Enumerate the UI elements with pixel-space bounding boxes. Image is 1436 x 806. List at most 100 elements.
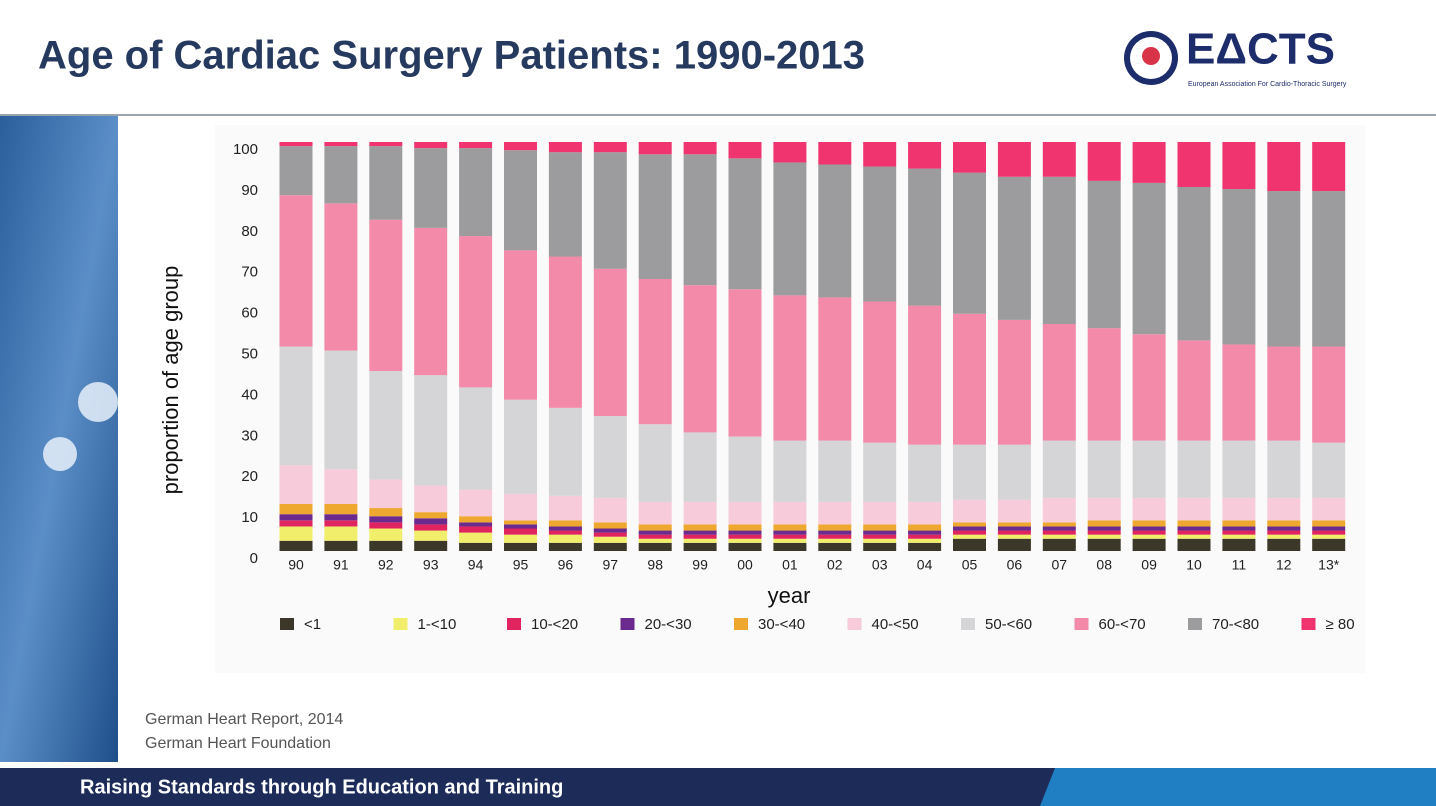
bar-segment bbox=[1177, 530, 1211, 535]
bar-segment bbox=[1222, 344, 1256, 441]
legend-swatch bbox=[620, 618, 635, 630]
bar-segment bbox=[1042, 534, 1076, 539]
bar-segment bbox=[638, 524, 672, 531]
source-line: German Heart Foundation bbox=[145, 735, 331, 752]
bar-segment bbox=[728, 289, 762, 437]
x-tick-label: 05 bbox=[962, 557, 978, 573]
bar-segment bbox=[863, 542, 897, 551]
bar-segment bbox=[818, 164, 852, 298]
bar-segment bbox=[953, 499, 986, 523]
y-tick-label: 60 bbox=[241, 305, 258, 322]
bar-segment bbox=[728, 142, 762, 159]
x-tick-label: 09 bbox=[1141, 557, 1157, 573]
bar-segment bbox=[728, 501, 762, 525]
legend-label: 1-<10 bbox=[418, 616, 457, 633]
bar-segment bbox=[908, 501, 942, 525]
bar-segment bbox=[279, 465, 313, 504]
x-tick-label: 08 bbox=[1096, 557, 1112, 573]
bubble bbox=[78, 382, 118, 422]
bar-segment bbox=[1312, 530, 1346, 535]
bar-segment bbox=[1177, 520, 1211, 527]
bar-segment bbox=[908, 524, 942, 531]
bar-segment bbox=[324, 526, 358, 541]
logo: EΔCTS European Association For Cardio-Th… bbox=[1124, 25, 1347, 88]
bar-segment bbox=[459, 236, 493, 388]
legend-swatch bbox=[1301, 618, 1316, 630]
bar-segment bbox=[369, 219, 403, 372]
bar-segment bbox=[728, 542, 762, 551]
bar-segment bbox=[1267, 520, 1301, 527]
bar-segment bbox=[773, 534, 807, 539]
bar-segment bbox=[953, 142, 986, 173]
bar-segment bbox=[414, 518, 448, 525]
bar-segment bbox=[818, 524, 852, 531]
bar-segment bbox=[414, 524, 448, 531]
legend-label: 70-<80 bbox=[1212, 616, 1259, 633]
bar-segment bbox=[1222, 440, 1256, 498]
bar-segment bbox=[279, 526, 313, 541]
bar-segment bbox=[1267, 538, 1301, 551]
bar-segment bbox=[818, 530, 852, 535]
bar-segment bbox=[997, 499, 1031, 523]
x-tick-label: 97 bbox=[603, 557, 619, 573]
bar-segment bbox=[324, 146, 358, 204]
bar-segment bbox=[818, 142, 852, 165]
bar-segment bbox=[1132, 497, 1166, 521]
bar-segment bbox=[953, 444, 986, 500]
bar-segment bbox=[1042, 176, 1076, 325]
bar-segment bbox=[1222, 497, 1256, 521]
x-tick-label: 98 bbox=[647, 557, 663, 573]
bar-segment bbox=[1087, 530, 1121, 535]
x-tick-label: 01 bbox=[782, 557, 798, 573]
bar-segment bbox=[773, 530, 807, 535]
bar-segment bbox=[504, 524, 537, 529]
bar-segment bbox=[863, 166, 897, 302]
x-tick-label: 00 bbox=[737, 557, 753, 573]
bar-segment bbox=[863, 301, 897, 443]
bar-segment bbox=[548, 256, 582, 408]
bar-segment bbox=[773, 542, 807, 551]
bar-segment bbox=[953, 538, 986, 551]
legend-swatch bbox=[734, 618, 748, 630]
bar-segment bbox=[683, 142, 717, 155]
bar-segment bbox=[638, 154, 672, 280]
bar-segment bbox=[369, 479, 403, 509]
bar-segment bbox=[863, 538, 897, 543]
bar-segment bbox=[1312, 442, 1346, 498]
bar-segment bbox=[414, 540, 448, 551]
bar-segment bbox=[1132, 520, 1166, 527]
bar-segment bbox=[1132, 334, 1166, 441]
bar-segment bbox=[1267, 526, 1301, 531]
legend-label: 30-<40 bbox=[758, 616, 805, 633]
bar-segment bbox=[1042, 324, 1076, 441]
bar-segment bbox=[1177, 526, 1211, 531]
bar-segment bbox=[1132, 538, 1166, 551]
bar-segment bbox=[414, 142, 448, 149]
x-tick-label: 07 bbox=[1052, 557, 1068, 573]
bar-segment bbox=[953, 522, 986, 527]
bar-segment bbox=[593, 268, 627, 417]
bar-segment bbox=[773, 501, 807, 525]
bar-segment bbox=[548, 495, 582, 521]
bar-segment bbox=[997, 444, 1031, 500]
legend-label: 40-<50 bbox=[872, 616, 919, 633]
bar-segment bbox=[1087, 538, 1121, 551]
bar-segment bbox=[324, 503, 358, 515]
y-tick-label: 90 bbox=[241, 182, 258, 199]
footer-accent bbox=[1040, 768, 1436, 806]
bar-segment bbox=[1222, 520, 1256, 527]
bar-segment bbox=[279, 503, 313, 515]
bar-segment bbox=[773, 538, 807, 543]
bar-segment bbox=[863, 501, 897, 525]
bar-segment bbox=[638, 542, 672, 551]
y-tick-label: 50 bbox=[241, 345, 258, 362]
bar-segment bbox=[414, 485, 448, 513]
bar-segment bbox=[953, 313, 986, 445]
bar-segment bbox=[728, 530, 762, 535]
bar-segment bbox=[1132, 534, 1166, 539]
bar-segment bbox=[908, 534, 942, 539]
bar-segment bbox=[997, 319, 1031, 445]
bar-segment bbox=[1312, 526, 1346, 531]
